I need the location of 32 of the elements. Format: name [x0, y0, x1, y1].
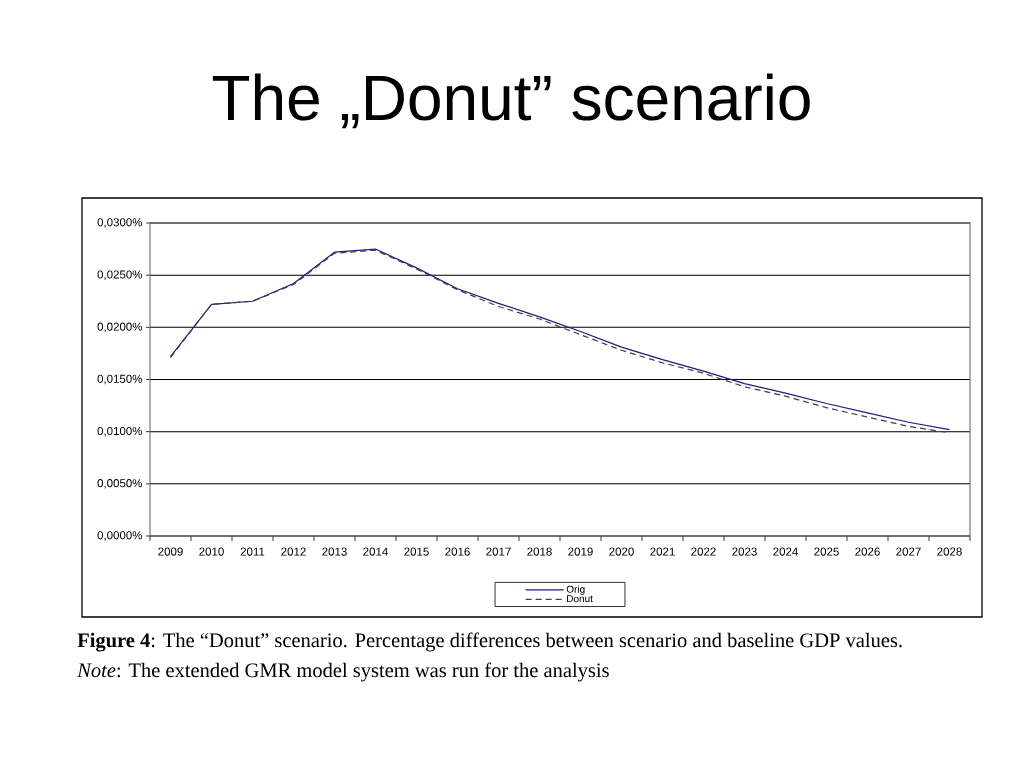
text: Figure 4: The “Donut” scenario. Percentage differences between scenario and baseline GDP values.: [77, 632, 902, 652]
x-tick-label: 2016: [445, 547, 470, 556]
x-tick-label: 2017: [486, 547, 511, 556]
y-tick-label: 0,0100%: [97, 426, 143, 437]
x-tick-label: 2026: [855, 547, 880, 556]
chart-title: The „Donut” scenario: [212, 73, 810, 129]
x-tick-label: 2018: [527, 547, 552, 556]
y-tick-label: 0,0300%: [97, 218, 143, 228]
x-tick-label: 2028: [937, 547, 962, 556]
x-tick-label: 2023: [732, 547, 757, 556]
x-tick-label: 2015: [404, 547, 429, 556]
x-tick-label: 2024: [773, 547, 798, 556]
x-tick-label: 2019: [568, 547, 593, 556]
x-tick-label: 2010: [199, 547, 224, 556]
x-tick-label: 2022: [691, 547, 716, 556]
x-tick-label: 2011: [240, 547, 265, 556]
x-tick-label: 2009: [158, 547, 183, 556]
y-tick-label: 0,0250%: [97, 270, 143, 280]
y-tick-label: 0,0150%: [97, 374, 143, 385]
x-tick-label: 2025: [814, 547, 839, 556]
y-tick-label: 0,0200%: [97, 322, 143, 333]
legend-label: Donut: [567, 595, 593, 603]
x-tick-label: 2014: [363, 547, 388, 556]
x-tick-label: 2021: [650, 547, 675, 556]
text: Note: The extended GMR model system was run for the analysis: [77, 662, 609, 682]
y-tick-label: 0,0000%: [97, 531, 143, 541]
x-tick-label: 2020: [609, 547, 634, 556]
x-tick-label: 2027: [896, 547, 921, 556]
x-tick-label: 2012: [281, 547, 306, 556]
x-tick-label: 2013: [322, 547, 347, 556]
y-tick-label: 0,0050%: [97, 479, 143, 489]
legend-label: Orig: [566, 585, 585, 595]
